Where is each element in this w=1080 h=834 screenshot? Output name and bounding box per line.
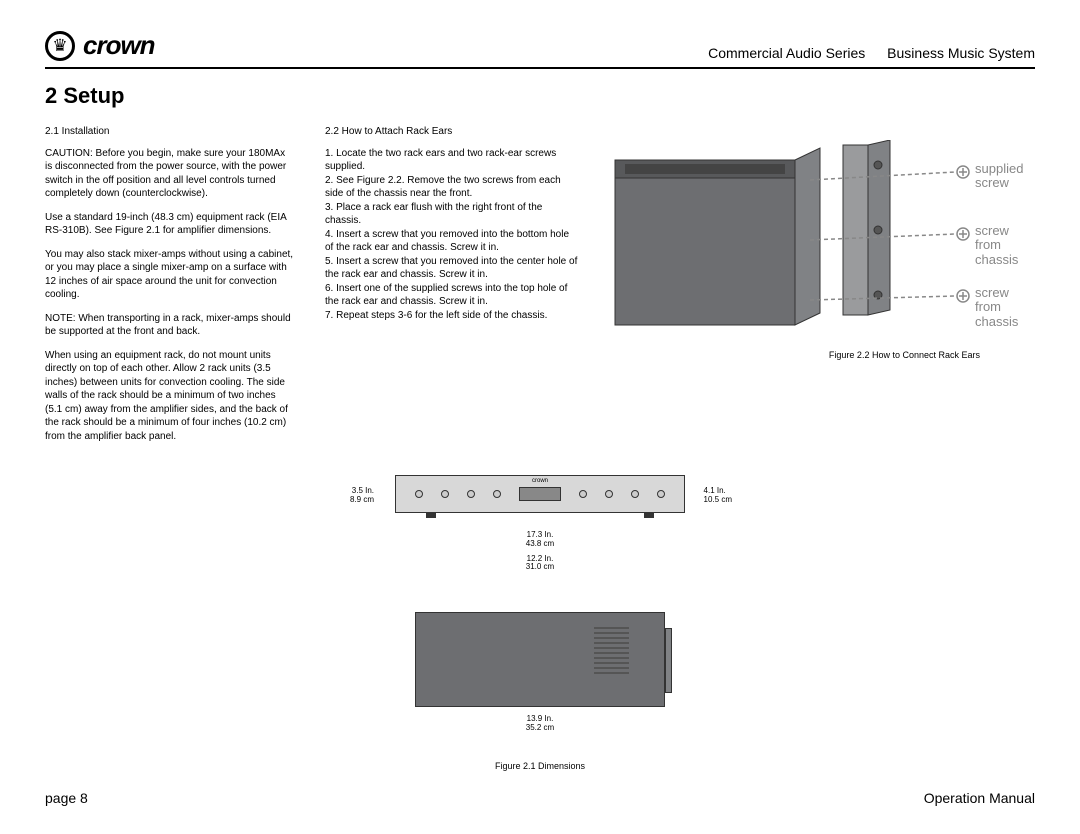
col2-s1: 1. Locate the two rack ears and two rack… — [325, 147, 580, 174]
col2-s6: 6. Insert one of the supplied screws int… — [325, 282, 580, 309]
figure-2-1: 3.5 In.8.9 cm crown 4.1 In.10.5 cm 17.3 … — [340, 470, 740, 771]
rack-ears-svg — [605, 140, 1035, 340]
col2-s7: 7. Repeat steps 3-6 for the left side of… — [325, 309, 580, 323]
page-number: page 8 — [45, 790, 88, 806]
knob-icon — [493, 490, 501, 498]
figure-2-2: supplied screw screw from chassis screw … — [605, 140, 1035, 360]
col1-p1: CAUTION: Before you begin, make sure you… — [45, 147, 295, 201]
figure-2-2-caption: Figure 2.2 How to Connect Rack Ears — [829, 350, 980, 360]
rear-panel-icon — [665, 628, 672, 693]
dim-width: 17.3 In.43.8 cm — [340, 531, 740, 549]
col1-heading: 2.1 Installation — [45, 125, 295, 139]
col1-p4: NOTE: When transporting in a rack, mixer… — [45, 312, 295, 339]
foot-icon — [426, 513, 436, 518]
page-footer: page 8 Operation Manual — [45, 790, 1035, 806]
manual-label: Operation Manual — [924, 790, 1035, 806]
col1-p2: Use a standard 19-inch (48.3 cm) equipme… — [45, 211, 295, 238]
header-divider — [45, 67, 1035, 69]
knob-icon — [631, 490, 639, 498]
knob-icon — [579, 490, 587, 498]
vent-icon — [594, 627, 629, 677]
foot-icon — [644, 513, 654, 518]
system-name: Business Music System — [887, 45, 1035, 61]
section-title: 2 Setup — [45, 83, 1035, 109]
display-icon — [519, 487, 561, 501]
column-installation: 2.1 Installation CAUTION: Before you beg… — [45, 125, 295, 453]
dim-d1: 12.2 In.31.0 cm — [340, 555, 740, 573]
header-subtitle: Commercial Audio Series Business Music S… — [690, 45, 1035, 61]
col2-s4: 4. Insert a screw that you removed into … — [325, 228, 580, 255]
page-header: ♛ crown Commercial Audio Series Business… — [45, 30, 1035, 63]
knob-icon — [467, 490, 475, 498]
knob-icon — [415, 490, 423, 498]
series-name: Commercial Audio Series — [708, 45, 865, 61]
col2-heading: 2.2 How to Attach Rack Ears — [325, 125, 580, 139]
column-rack-ears: 2.2 How to Attach Rack Ears 1. Locate th… — [325, 125, 580, 453]
front-brand: crown — [532, 478, 548, 484]
col2-s3: 3. Place a rack ear flush with the right… — [325, 201, 580, 228]
figure-2-1-caption: Figure 2.1 Dimensions — [340, 761, 740, 771]
col1-p3: You may also stack mixer-amps without us… — [45, 248, 295, 302]
col2-s2: 2. See Figure 2.2. Remove the two screws… — [325, 174, 580, 201]
dim-height-right: 4.1 In.10.5 cm — [704, 487, 732, 505]
crown-icon: ♛ — [45, 31, 75, 61]
dim-d2: 13.9 In.35.2 cm — [340, 715, 740, 733]
col1-p5: When using an equipment rack, do not mou… — [45, 349, 295, 444]
screw-label-chassis-2: screw from chassis — [975, 286, 1035, 329]
knob-icon — [441, 490, 449, 498]
dim-height-left: 3.5 In.8.9 cm — [350, 487, 374, 505]
knob-icon — [605, 490, 613, 498]
brand-name: crown — [83, 30, 155, 61]
screw-label-supplied: supplied screw — [975, 162, 1035, 191]
knob-icon — [657, 490, 665, 498]
col2-s5: 5. Insert a screw that you removed into … — [325, 255, 580, 282]
top-view — [415, 612, 665, 707]
screw-label-chassis-1: screw from chassis — [975, 224, 1035, 267]
brand-logo: ♛ crown — [45, 30, 155, 61]
front-view: crown — [395, 475, 685, 513]
